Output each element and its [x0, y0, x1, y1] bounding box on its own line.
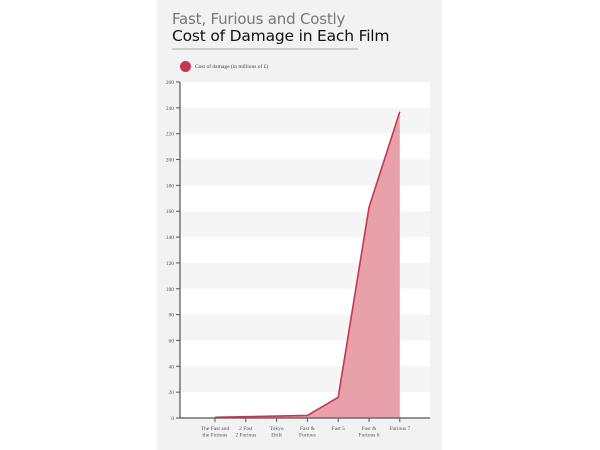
y-tick-label: 200	[166, 158, 175, 164]
y-tick-label: 80	[169, 313, 175, 319]
y-tick-label: 20	[169, 390, 175, 396]
x-tick-label: 2 Fast	[239, 426, 253, 432]
x-tick-label: Fast &	[300, 426, 316, 432]
y-tick-label: 240	[166, 106, 175, 112]
y-axis: 0 20 40 60 80 100 120 140 160 180 200 220 240 260	[166, 80, 181, 422]
x-tick-label: Drift	[271, 432, 282, 439]
data-line	[214, 111, 401, 419]
chart-legend: Cost of damage (in millions of £)	[180, 61, 268, 72]
legend-swatch-icon	[180, 61, 191, 72]
x-tick-label: The Fast and	[201, 426, 230, 432]
y-tick-label: 220	[166, 132, 175, 138]
title-divider	[172, 48, 358, 50]
legend-label: Cost of damage (in millions of £)	[195, 63, 269, 70]
y-tick-label: 140	[166, 235, 175, 241]
x-tick-label: Furious 7	[389, 426, 410, 432]
y-tick-label: 60	[169, 338, 175, 344]
y-tick-label: 260	[166, 80, 175, 86]
y-tick-label: 160	[166, 209, 175, 215]
y-tick-label: 0	[171, 416, 174, 422]
chart-title: Cost of Damage in Each Film	[172, 27, 390, 45]
y-tick-label: 40	[169, 364, 175, 370]
x-tick-label: Furious	[299, 433, 316, 439]
y-tick-label: 100	[166, 287, 175, 293]
x-tick-label: Furious 6	[359, 433, 380, 439]
chart-subtitle: Fast, Furious and Costly	[172, 10, 346, 28]
y-tick-label: 120	[166, 261, 175, 267]
x-tick-label: Fast 5	[332, 426, 346, 432]
x-tick-label: Fast &	[362, 426, 378, 432]
x-tick-label: Tokyo	[270, 426, 284, 432]
area-fill	[215, 111, 400, 418]
x-tick-label: the Furious	[203, 433, 228, 439]
x-tick-label: 2 Furious	[235, 433, 256, 439]
y-tick-label: 180	[166, 183, 175, 189]
